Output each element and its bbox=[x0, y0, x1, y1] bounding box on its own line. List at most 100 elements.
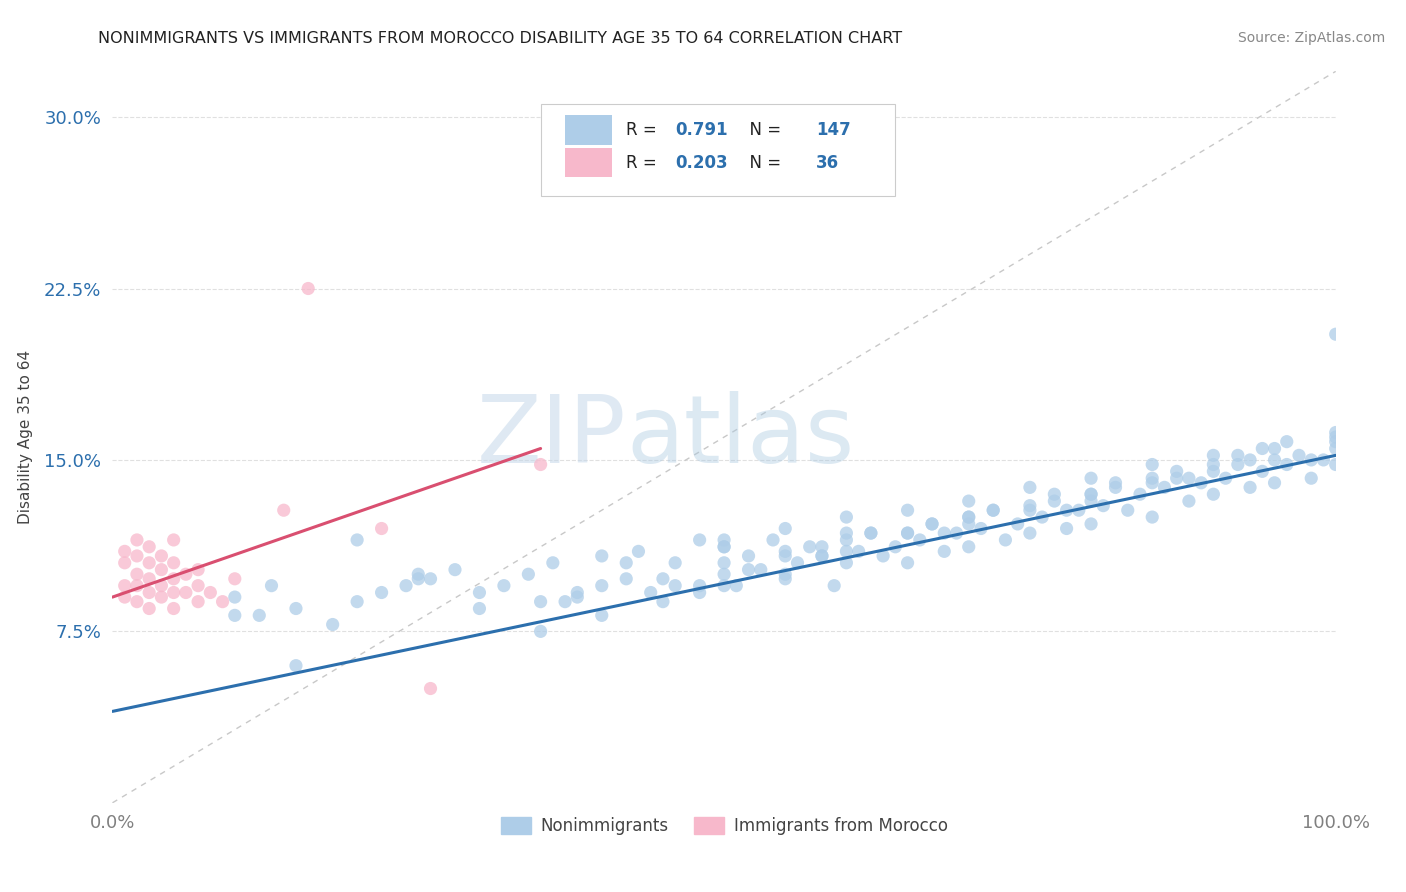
Point bbox=[346, 533, 368, 547]
Point bbox=[811, 549, 834, 563]
Point bbox=[897, 556, 920, 570]
Point bbox=[689, 585, 711, 599]
Point bbox=[1018, 499, 1040, 513]
Point bbox=[749, 563, 772, 577]
Point bbox=[187, 579, 209, 593]
Point bbox=[1178, 494, 1201, 508]
Point bbox=[799, 540, 821, 554]
Point bbox=[1301, 471, 1323, 485]
Point bbox=[1129, 487, 1152, 501]
Point bbox=[1067, 503, 1090, 517]
Point bbox=[1142, 471, 1164, 485]
Point bbox=[1018, 503, 1040, 517]
Point bbox=[897, 526, 920, 541]
Point bbox=[713, 540, 735, 554]
Point bbox=[835, 526, 858, 541]
Point bbox=[125, 579, 148, 593]
Point bbox=[224, 572, 246, 586]
Point bbox=[957, 510, 980, 524]
Point bbox=[652, 595, 675, 609]
Point bbox=[652, 572, 675, 586]
Point bbox=[138, 540, 160, 554]
Point bbox=[859, 526, 882, 541]
Point bbox=[981, 503, 1004, 517]
Point bbox=[125, 533, 148, 547]
Point bbox=[1324, 458, 1347, 472]
Point bbox=[1116, 503, 1139, 517]
Point bbox=[419, 681, 441, 696]
Point bbox=[1056, 503, 1078, 517]
Point bbox=[1007, 516, 1029, 531]
Point bbox=[1080, 516, 1102, 531]
Point bbox=[1043, 494, 1066, 508]
Point bbox=[1189, 475, 1212, 490]
Point bbox=[1275, 434, 1298, 449]
Text: 0.203: 0.203 bbox=[675, 153, 728, 172]
Text: 0.791: 0.791 bbox=[675, 121, 728, 139]
Point bbox=[322, 617, 344, 632]
Point bbox=[1142, 510, 1164, 524]
Point bbox=[835, 533, 858, 547]
Point bbox=[884, 540, 907, 554]
Point bbox=[468, 601, 491, 615]
Point bbox=[224, 608, 246, 623]
Point bbox=[554, 595, 576, 609]
Point bbox=[1166, 471, 1188, 485]
Point bbox=[713, 579, 735, 593]
Point bbox=[859, 526, 882, 541]
Point bbox=[921, 516, 943, 531]
Point bbox=[567, 590, 589, 604]
Point bbox=[1324, 327, 1347, 342]
Point bbox=[163, 585, 186, 599]
Text: 36: 36 bbox=[815, 153, 839, 172]
Point bbox=[529, 458, 551, 472]
Point bbox=[1153, 480, 1175, 494]
Point bbox=[284, 601, 308, 615]
Point bbox=[150, 563, 173, 577]
Point bbox=[1324, 425, 1347, 440]
Point bbox=[1092, 499, 1115, 513]
Legend: Nonimmigrants, Immigrants from Morocco: Nonimmigrants, Immigrants from Morocco bbox=[494, 811, 955, 842]
Point bbox=[872, 549, 894, 563]
Point bbox=[200, 585, 222, 599]
Point bbox=[1104, 475, 1126, 490]
Text: N =: N = bbox=[738, 121, 786, 139]
Point bbox=[1301, 453, 1323, 467]
Point bbox=[994, 533, 1017, 547]
Point bbox=[138, 601, 160, 615]
Point bbox=[1251, 464, 1274, 478]
Point bbox=[419, 572, 441, 586]
Point bbox=[664, 556, 686, 570]
Point bbox=[1202, 487, 1225, 501]
Point bbox=[1166, 464, 1188, 478]
Point bbox=[1043, 487, 1066, 501]
Point bbox=[1202, 464, 1225, 478]
Point bbox=[1080, 487, 1102, 501]
Point bbox=[1275, 458, 1298, 472]
Point bbox=[848, 544, 870, 558]
Point bbox=[370, 585, 392, 599]
Point bbox=[174, 585, 197, 599]
Point bbox=[492, 579, 515, 593]
Point bbox=[163, 601, 186, 615]
Point bbox=[1080, 494, 1102, 508]
Point bbox=[1178, 471, 1201, 485]
Text: atlas: atlas bbox=[626, 391, 855, 483]
Point bbox=[1226, 458, 1249, 472]
Point bbox=[1239, 480, 1261, 494]
Point bbox=[1104, 480, 1126, 494]
Point bbox=[114, 579, 136, 593]
Point bbox=[1239, 453, 1261, 467]
Point bbox=[408, 572, 430, 586]
Point bbox=[591, 549, 613, 563]
Point bbox=[786, 556, 808, 570]
Point bbox=[174, 567, 197, 582]
Point bbox=[395, 579, 418, 593]
Point bbox=[138, 556, 160, 570]
Point bbox=[591, 608, 613, 623]
Point bbox=[591, 579, 613, 593]
Point bbox=[150, 579, 173, 593]
Point bbox=[1018, 480, 1040, 494]
Point bbox=[835, 544, 858, 558]
Point bbox=[934, 526, 956, 541]
